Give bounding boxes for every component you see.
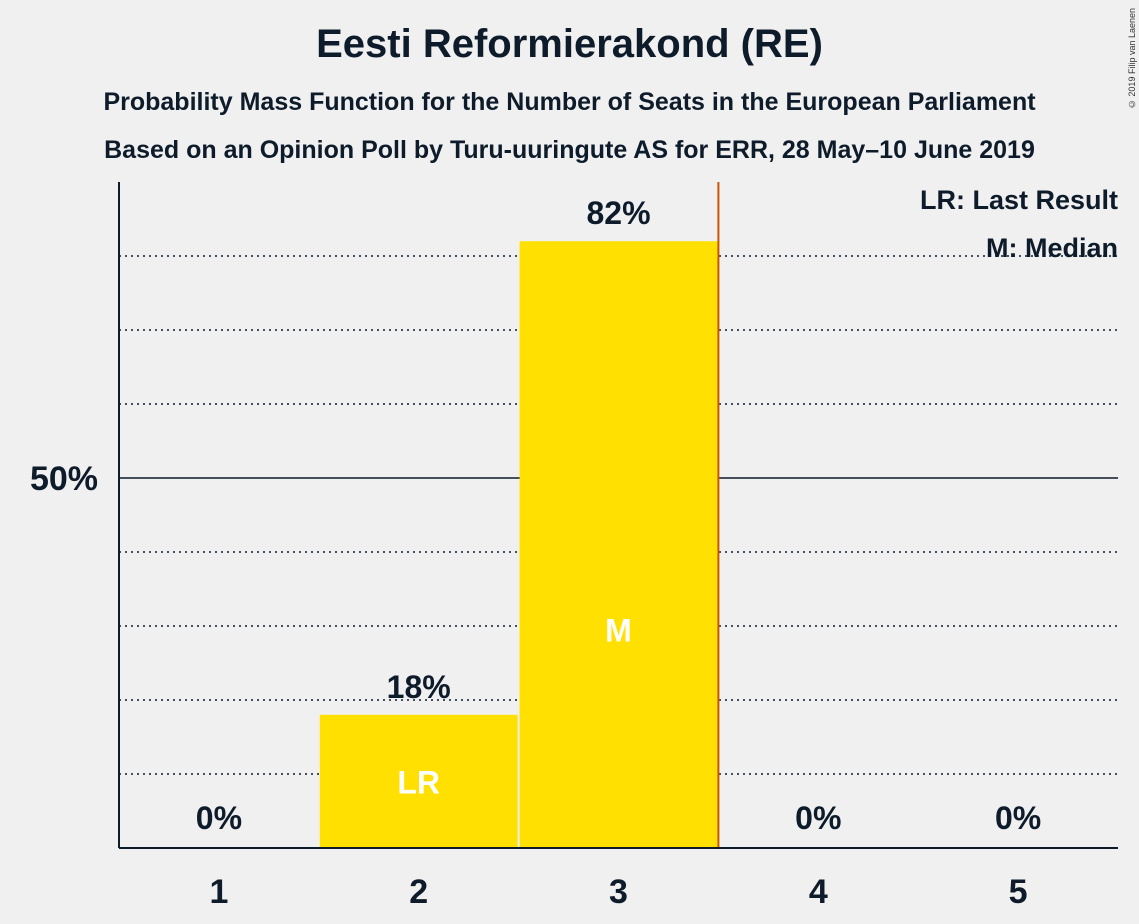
bar-seats-2 xyxy=(319,714,518,848)
bar-value-label: 18% xyxy=(387,669,451,705)
bar-value-label: 82% xyxy=(586,195,650,231)
bar-value-label: 0% xyxy=(795,800,841,836)
bar-marker-m: M xyxy=(605,613,632,649)
bar-value-label: 0% xyxy=(995,800,1041,836)
bar-value-label: 0% xyxy=(196,800,242,836)
legend-entry: M: Median xyxy=(986,233,1118,263)
x-tick-label: 3 xyxy=(609,873,628,911)
bar-seats-3 xyxy=(519,241,718,848)
chart-subtitle-2: Based on an Opinion Poll by Turu-uuringu… xyxy=(104,136,1035,164)
x-tick-label: 5 xyxy=(1009,873,1028,911)
x-tick-label: 1 xyxy=(209,873,228,911)
chart-title: Eesti Reformierakond (RE) xyxy=(316,22,823,66)
bar-marker-lr: LR xyxy=(397,764,440,800)
y-tick-label: 50% xyxy=(30,460,98,498)
x-tick-label: 2 xyxy=(409,873,428,911)
chart-subtitle-1: Probability Mass Function for the Number… xyxy=(103,88,1036,116)
legend-entry: LR: Last Result xyxy=(920,185,1118,215)
x-tick-label: 4 xyxy=(809,873,828,911)
